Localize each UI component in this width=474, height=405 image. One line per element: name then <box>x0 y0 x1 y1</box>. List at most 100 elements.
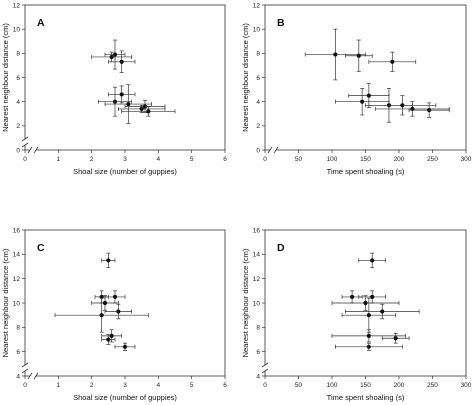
data-marker <box>366 333 371 338</box>
data-point <box>408 102 450 118</box>
x-tick-label: 1 <box>57 156 61 163</box>
x-tick-label: 2 <box>90 156 94 163</box>
data-marker <box>333 52 338 57</box>
data-marker <box>112 99 118 104</box>
data-marker <box>112 52 118 57</box>
x-axis-break-gap <box>30 147 36 153</box>
data-marker <box>142 104 148 109</box>
y-tick-label: 16 <box>13 227 21 234</box>
data-point <box>104 290 126 304</box>
y-tick-label: 16 <box>253 227 261 234</box>
y-tick-label: 10 <box>13 300 21 307</box>
data-marker <box>400 103 405 108</box>
y-tick-label: 4 <box>16 373 20 380</box>
data-marker <box>109 54 114 60</box>
data-marker <box>350 294 355 300</box>
y-axis-label: Nearest neighbour distance (cm) <box>1 248 10 357</box>
x-axis-break-gap <box>30 373 36 379</box>
data-point <box>54 297 149 333</box>
x-tick-label: 50 <box>295 382 303 389</box>
data-point <box>358 252 386 269</box>
data-marker <box>356 53 361 58</box>
y-axis-break-mark <box>21 136 29 142</box>
y-tick-label: 8 <box>16 51 20 58</box>
data-marker <box>146 109 151 114</box>
x-axis-label: Time spent shoaling (s) <box>327 393 405 402</box>
panel-letter: C <box>37 242 45 254</box>
data-point <box>104 303 133 320</box>
data-point <box>368 51 417 72</box>
data-point <box>97 86 133 117</box>
y-tick-label: 4 <box>16 99 20 106</box>
y-tick-label: 12 <box>13 276 21 283</box>
data-point <box>304 28 366 81</box>
x-axis-break-mark <box>27 146 33 154</box>
y-tick-label: 12 <box>253 276 261 283</box>
y-tick-label: 2 <box>16 123 20 130</box>
data-marker <box>427 108 432 113</box>
x-tick-label: 6 <box>223 382 227 389</box>
data-marker <box>366 313 371 318</box>
data-marker <box>370 294 375 300</box>
y-tick-label: 6 <box>256 349 260 356</box>
data-point <box>345 303 420 320</box>
y-tick-label: 12 <box>13 2 21 9</box>
x-tick-label: 100 <box>327 382 338 389</box>
y-axis-break-mark <box>21 362 29 368</box>
data-point <box>381 333 410 344</box>
y-axis-break-gap <box>22 365 28 371</box>
y-tick-label: 8 <box>16 325 20 332</box>
data-point <box>375 101 450 117</box>
x-tick-label: 0 <box>23 382 27 389</box>
data-point <box>121 106 176 117</box>
data-point <box>335 342 403 351</box>
panel-letter: A <box>37 17 45 29</box>
y-tick-label: 10 <box>253 26 261 33</box>
x-axis-label: Shoal size (number of guppies) <box>73 393 177 402</box>
data-point <box>331 329 407 343</box>
y-tick-label: 6 <box>256 75 260 82</box>
data-point <box>345 39 373 72</box>
data-marker <box>112 294 118 300</box>
x-tick-label: 0 <box>263 156 267 163</box>
data-marker <box>116 309 121 314</box>
data-point <box>358 290 386 304</box>
data-point <box>107 85 136 104</box>
x-tick-label: 0 <box>263 382 267 389</box>
data-marker <box>390 59 395 64</box>
x-tick-label: 3 <box>123 382 127 389</box>
x-tick-label: 150 <box>360 156 371 163</box>
plot-frame <box>264 4 467 151</box>
plot-frame <box>24 229 226 377</box>
x-tick-label: 200 <box>394 382 405 389</box>
data-marker <box>380 309 385 314</box>
x-tick-label: 200 <box>394 156 405 163</box>
y-tick-label: 0 <box>16 147 20 154</box>
data-marker <box>366 344 371 349</box>
data-point <box>104 84 153 124</box>
y-axis-break-mark <box>261 368 269 374</box>
data-marker <box>119 59 124 64</box>
data-marker <box>122 344 128 349</box>
data-marker <box>99 313 104 318</box>
data-marker <box>360 99 365 104</box>
x-axis-break-gap <box>270 147 276 153</box>
x-tick-label: 300 <box>461 382 472 389</box>
data-point <box>107 50 136 74</box>
y-tick-label: 8 <box>256 325 260 332</box>
x-tick-label: 100 <box>327 156 338 163</box>
y-tick-label: 12 <box>253 2 261 9</box>
data-point <box>124 100 166 113</box>
x-tick-label: 0 <box>23 156 27 163</box>
y-tick-label: 4 <box>256 99 260 106</box>
data-point <box>91 51 133 63</box>
data-point <box>368 95 437 116</box>
x-tick-label: 6 <box>223 156 227 163</box>
x-tick-label: 4 <box>157 156 161 163</box>
y-tick-label: 8 <box>256 51 260 58</box>
data-marker <box>139 106 144 112</box>
data-point <box>101 329 123 343</box>
